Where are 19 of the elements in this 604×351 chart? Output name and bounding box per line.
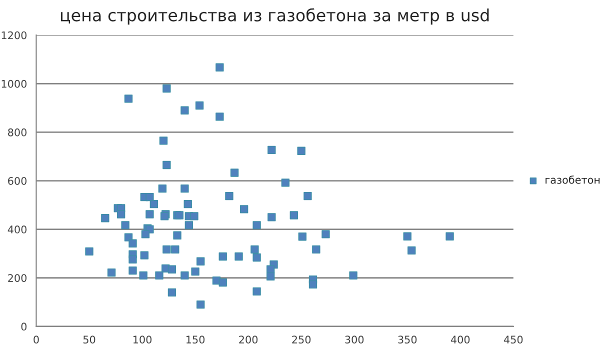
y-tick-label: 400 [8, 226, 27, 234]
y-tick-label: 200 [8, 274, 27, 282]
y-tick-label: 600 [8, 176, 27, 185]
legend-label: газобетон [546, 176, 600, 184]
x-tick-label: 300 [345, 336, 364, 344]
x-tick-label: 100 [133, 336, 152, 344]
x-tick-label: 400 [450, 336, 470, 344]
x-tick-label: 450 [504, 336, 523, 344]
x-tick-label: 150 [186, 336, 205, 344]
x-tick-label: 0 [34, 336, 39, 344]
x-tick-label: 350 [398, 336, 417, 344]
y-tick-label: 1000 [2, 80, 27, 88]
chart-title: цена строительства из газобетона за метр в usd [60, 8, 489, 25]
y-tick-label: 0 [21, 322, 27, 331]
x-tick-label: 50 [83, 336, 96, 344]
y-tick-label: 1200 [2, 31, 27, 40]
x-tick-label: 250 [292, 336, 311, 344]
y-tick-label: 800 [8, 128, 27, 136]
x-tick-label: 200 [239, 336, 258, 344]
